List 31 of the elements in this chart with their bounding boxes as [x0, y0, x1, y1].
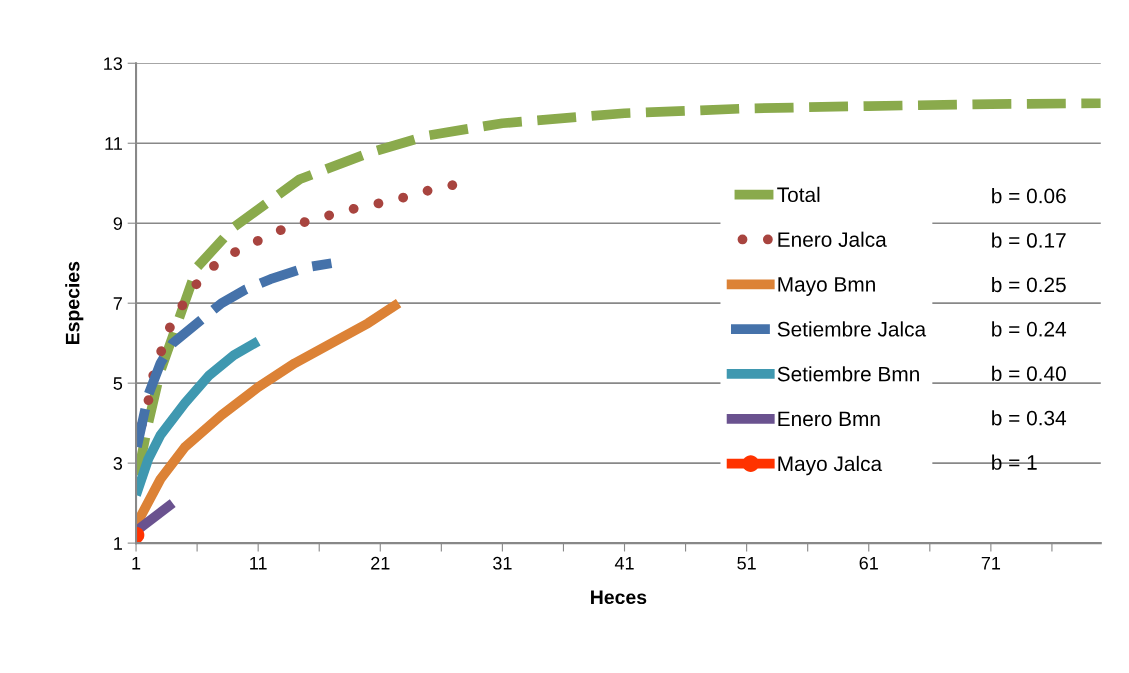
legend-label: Enero Jalca [778, 231, 887, 247]
legend-label: Setiembre Bmn [777, 366, 919, 382]
annotation: b = 0.06 [992, 188, 1066, 204]
x-tick-label: 51 [737, 556, 756, 570]
y-tick-label: 5 [113, 377, 123, 390]
x-tick-label: 61 [859, 556, 878, 570]
annotation: b = 0.17 [992, 232, 1066, 248]
annotation: b = 0.25 [992, 276, 1066, 293]
annotation: b = 0.24 [992, 321, 1067, 337]
annotation: b = 1 [992, 454, 1037, 470]
y-tick-label: 9 [113, 217, 122, 230]
annotation: b = 0.34 [992, 410, 1067, 426]
x-tick-label: 1 [132, 556, 141, 570]
y-axis-title: Especies [65, 261, 84, 345]
y-tick-label: 11 [105, 137, 122, 150]
y-tick-label: 1 [114, 537, 122, 550]
x-axis-title: Heces [591, 590, 647, 605]
x-tick-label: 21 [371, 556, 390, 570]
legend-label: Enero Bmn [778, 411, 880, 427]
legend-label: Mayo Bmn [778, 277, 875, 296]
x-tick-label: 11 [250, 556, 267, 570]
x-tick-label: 71 [981, 556, 1001, 570]
x-tick-label: 31 [493, 556, 512, 570]
legend-label: Mayo Jalca [778, 455, 883, 476]
legend-label: Total [777, 186, 820, 203]
x-tick-label: 41 [614, 556, 634, 570]
legend-label: Setiembre Jalca [777, 321, 927, 337]
y-tick-label: 13 [104, 57, 123, 70]
y-tick-label: 7 [113, 297, 122, 310]
annotation: b = 0.40 [992, 365, 1066, 382]
y-tick-label: 3 [113, 457, 123, 470]
